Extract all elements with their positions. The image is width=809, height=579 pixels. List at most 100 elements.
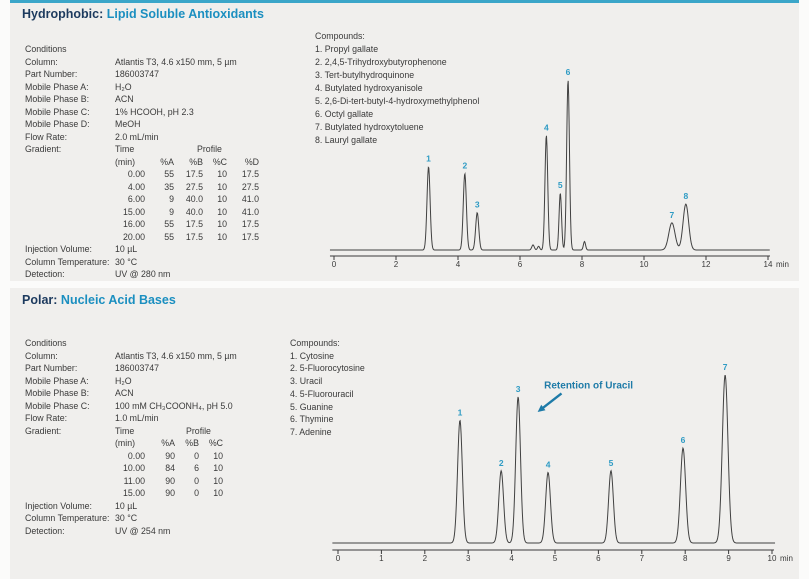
gradient-cell: 90 [165,488,175,498]
condition-row: Detection: UV @ 254 nm [25,525,320,538]
svg-text:4: 4 [546,459,551,469]
compounds-header: Compounds: [290,338,340,348]
condition-row: Part Number: 186003747 [25,68,320,81]
compound-item: 6. Octyl gallate [315,109,374,119]
conditions-block-polar: Conditions Column: Atlantis T3, 4.6 x150 … [25,337,320,537]
condition-value: 10 µL [115,500,138,511]
condition-value: 2.0 mL/min [115,131,159,142]
condition-label: Mobile Phase D: [25,119,90,129]
section-title-hydrophobic: Hydrophobic: Lipid Soluble Antioxidants [22,7,264,21]
compounds-header: Compounds: [315,31,365,41]
condition-value: MeOH [115,119,141,129]
condition-label: Part Number: [25,69,78,79]
svg-text:8: 8 [683,191,688,201]
condition-label: Mobile Phase A: [25,375,89,386]
gradient-profile-header: Profile [186,425,211,436]
compound-item: 1. Cytosine [290,350,335,361]
svg-text:3: 3 [475,200,480,210]
section-panel-polar [10,288,799,579]
gradient-cell: 35 [164,181,174,192]
conditions-header: Conditions [25,44,67,54]
gradient-cell: 9 [169,206,174,217]
compound-item: 3. Tert-butylhydroquinone [315,70,415,80]
compound-item: 6. Thymine [290,414,334,425]
gradient-cell: 10 [213,450,223,461]
compound-item: 3. Uracil [290,376,323,387]
gradient-cell: 10 [217,169,227,179]
gradient-cell: 17.5 [185,169,203,179]
gradient-cell: 27.5 [241,181,259,192]
gradient-label: Gradient: [25,425,62,436]
condition-label: Flow Rate: [25,413,68,423]
svg-text:1: 1 [458,407,463,417]
gradient-time-header: Time [115,144,135,154]
svg-text:6: 6 [596,554,601,563]
gradient-profile-header: Profile [197,144,222,154]
gradient-cell: 0 [194,475,199,486]
condition-value: 1% HCOOH, pH 2.3 [115,106,194,117]
gradient-col-header: %B [185,438,199,448]
condition-row: Mobile Phase C: 1% HCOOH, pH 2.3 [25,106,320,119]
gradient-col-header: %B [189,156,203,167]
gradient-cell: 10.00 [122,463,145,473]
section-title-prefix: Polar: [22,293,58,307]
svg-text:7: 7 [723,362,728,372]
gradient-cell: 9 [169,194,174,204]
condition-value: H₂O [115,375,132,386]
svg-text:14: 14 [764,260,773,269]
svg-text:min: min [780,554,793,563]
svg-text:5: 5 [609,458,614,468]
section-title-polar: Polar: Nucleic Acid Bases [22,293,176,307]
gradient-col-header: (min) [115,156,136,167]
gradient-cell: 17.5 [241,231,259,242]
condition-row: Injection Volume: 10 µL [25,243,320,256]
svg-text:5: 5 [553,554,558,563]
condition-label: Mobile Phase C: [25,106,90,117]
svg-text:6: 6 [518,260,523,269]
gradient-cell: 0 [194,488,199,498]
svg-text:10: 10 [768,554,777,563]
svg-text:4: 4 [456,260,461,269]
gradient-cell: 10 [213,488,223,498]
svg-text:0: 0 [336,554,341,563]
gradient-header-row: Gradient: Time Profile [25,143,320,156]
condition-label: Detection: [25,269,65,279]
gradient-cell: 6.00 [127,194,145,204]
compound-item: 4. 5-Fluorouracil [290,388,354,399]
condition-label: Part Number: [25,363,78,373]
gradient-cell: 10 [217,231,227,242]
condition-value: 100 mM CH₃COONH₄, pH 5.0 [115,400,233,411]
gradient-cell: 17.5 [185,219,203,229]
compound-item: 2. 2,4,5-Trihydroxybutyrophenone [315,57,447,67]
svg-text:12: 12 [702,260,711,269]
condition-label: Injection Volume: [25,500,92,511]
gradient-col-header: %D [244,156,259,167]
gradient-col-header: %C [212,156,227,167]
condition-row: Flow Rate: 2.0 mL/min [25,131,320,144]
section-title-main: Lipid Soluble Antioxidants [106,7,264,21]
condition-label: Column Temperature: [25,256,110,267]
top-accent-bar [10,0,799,3]
svg-text:3: 3 [466,554,471,563]
section-title-prefix: Hydrophobic: [22,7,104,21]
gradient-cell: 55 [164,219,174,229]
gradient-cell: 10 [213,475,223,486]
condition-value: ACN [115,94,134,104]
chromatogram-polar: 0 1 2 3 4 5 6 7 8 9 10 min 1 2 3 4 5 6 7 Retention of Uraci… [332,362,793,563]
conditions-block-hydrophobic: Conditions Column: Atlantis T3, 4.6 x150 … [25,43,320,281]
gradient-cell: 55 [164,231,174,242]
gradient-cell: 10 [217,194,227,204]
condition-value: 186003747 [115,69,160,79]
compound-item: 8. Lauryl gallate [315,135,378,145]
svg-text:8: 8 [683,554,688,563]
condition-value: Atlantis T3, 4.6 x150 mm, 5 µm [115,350,237,361]
svg-text:0: 0 [332,260,337,269]
condition-value: UV @ 280 nm [115,269,171,279]
gradient-col-header: %A [160,156,174,167]
condition-row: Column: Atlantis T3, 4.6 x150 mm, 5 µm [25,56,320,69]
gradient-cell: 41.0 [241,206,259,217]
compound-item: 5. 2,6-Di-tert-butyl-4-hydroxymethylphen… [315,96,480,106]
svg-text:8: 8 [580,260,585,269]
svg-text:6: 6 [566,67,571,77]
